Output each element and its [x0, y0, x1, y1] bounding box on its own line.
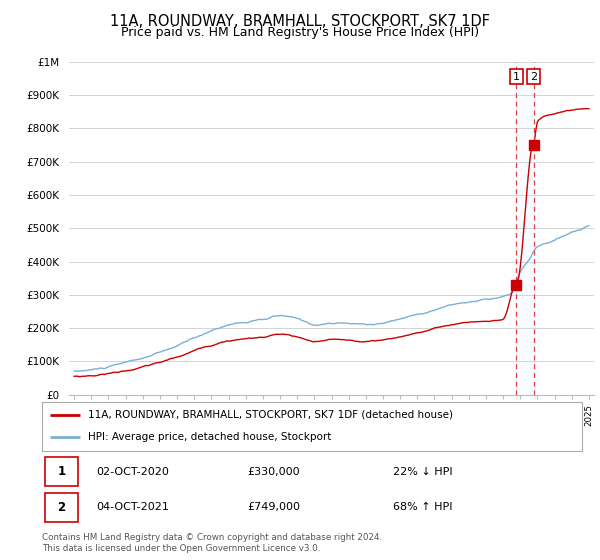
- Text: Contains HM Land Registry data © Crown copyright and database right 2024.
This d: Contains HM Land Registry data © Crown c…: [42, 533, 382, 553]
- Text: 1: 1: [58, 465, 65, 478]
- Text: HPI: Average price, detached house, Stockport: HPI: Average price, detached house, Stoc…: [88, 432, 331, 442]
- Text: 1: 1: [513, 72, 520, 82]
- Text: 68% ↑ HPI: 68% ↑ HPI: [393, 502, 452, 512]
- FancyBboxPatch shape: [42, 402, 582, 451]
- Text: 11A, ROUNDWAY, BRAMHALL, STOCKPORT, SK7 1DF: 11A, ROUNDWAY, BRAMHALL, STOCKPORT, SK7 …: [110, 14, 490, 29]
- Bar: [45, 458, 78, 486]
- Text: 04-OCT-2021: 04-OCT-2021: [96, 502, 169, 512]
- Text: 2: 2: [58, 501, 65, 514]
- Text: Price paid vs. HM Land Registry's House Price Index (HPI): Price paid vs. HM Land Registry's House …: [121, 26, 479, 39]
- Text: 11A, ROUNDWAY, BRAMHALL, STOCKPORT, SK7 1DF (detached house): 11A, ROUNDWAY, BRAMHALL, STOCKPORT, SK7 …: [88, 410, 453, 420]
- Bar: [517, 62, 533, 395]
- Text: 2: 2: [530, 72, 537, 82]
- Text: £749,000: £749,000: [247, 502, 300, 512]
- Text: 22% ↓ HPI: 22% ↓ HPI: [393, 466, 452, 477]
- Bar: [45, 493, 78, 522]
- Text: £330,000: £330,000: [247, 466, 300, 477]
- Text: 02-OCT-2020: 02-OCT-2020: [96, 466, 169, 477]
